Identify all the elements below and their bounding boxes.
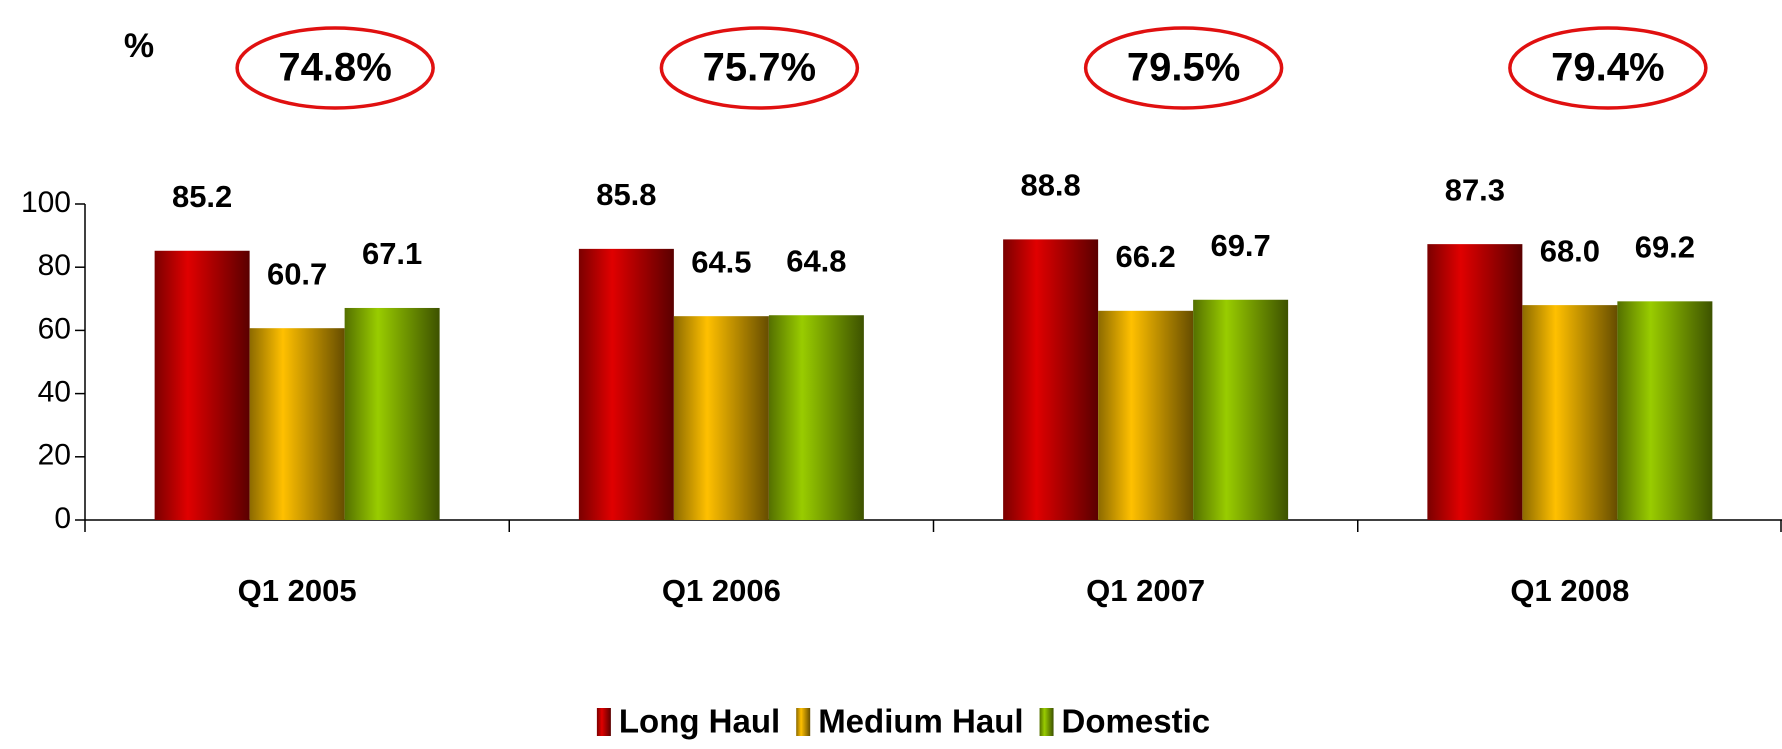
x-tick-label: Q1 2007: [1086, 573, 1205, 608]
value-label: 69.2: [1635, 230, 1695, 265]
y-tick-label: 40: [38, 376, 71, 409]
value-label: 85.2: [172, 179, 232, 214]
annotation: 75.7%: [703, 46, 816, 90]
bar: [249, 328, 345, 520]
value-label: 85.8: [596, 177, 656, 212]
bar: [1003, 239, 1099, 520]
bar: [578, 248, 674, 520]
annotation-ellipse: [235, 26, 435, 110]
bar: [768, 315, 864, 520]
legend-swatch: [596, 708, 611, 736]
value-label: 67.1: [362, 236, 422, 271]
x-tick-label: Q1 2008: [1510, 573, 1629, 608]
value-label: 66.2: [1115, 239, 1175, 274]
legend-swatch: [1039, 708, 1054, 736]
annotation-ellipse: [1508, 26, 1708, 110]
legend-item: Domestic: [1039, 703, 1211, 740]
bar: [1098, 310, 1194, 520]
legend-item: Long Haul: [596, 703, 780, 740]
value-label: 87.3: [1445, 172, 1505, 207]
bar: [1193, 299, 1289, 520]
bar: [154, 250, 250, 520]
legend-label: Domestic: [1062, 703, 1211, 740]
bar: [1427, 244, 1523, 520]
y-tick-label: 20: [38, 439, 71, 472]
annotation-ellipse: [1083, 26, 1284, 110]
value-label: 68.0: [1540, 233, 1600, 268]
bar: [1617, 301, 1713, 520]
y-tick-label: 100: [21, 186, 71, 219]
legend-label: Medium Haul: [818, 703, 1023, 740]
annotation: 79.5%: [1127, 46, 1240, 90]
x-tick-label: Q1 2006: [662, 573, 781, 608]
value-label: 69.7: [1210, 228, 1270, 263]
bar: [344, 307, 440, 520]
value-label: 60.7: [267, 256, 327, 291]
value-label: 88.8: [1020, 168, 1080, 203]
annotation-ellipse: [659, 26, 860, 110]
x-tick-label: Q1 2005: [238, 573, 357, 608]
y-tick-label: 80: [38, 249, 71, 282]
y-tick-label: 60: [38, 312, 71, 345]
value-label: 64.5: [691, 244, 751, 279]
legend-item: Medium Haul: [796, 703, 1024, 740]
y-tick-label: 0: [54, 502, 71, 535]
annotation: 79.4%: [1551, 46, 1664, 90]
legend-label: Long Haul: [619, 703, 780, 740]
y-axis-label: %: [124, 27, 154, 65]
value-label: 64.8: [786, 243, 846, 278]
bar: [673, 316, 769, 520]
bar: [1522, 305, 1618, 520]
annotation: 74.8%: [278, 46, 391, 90]
legend-swatch: [796, 708, 811, 736]
